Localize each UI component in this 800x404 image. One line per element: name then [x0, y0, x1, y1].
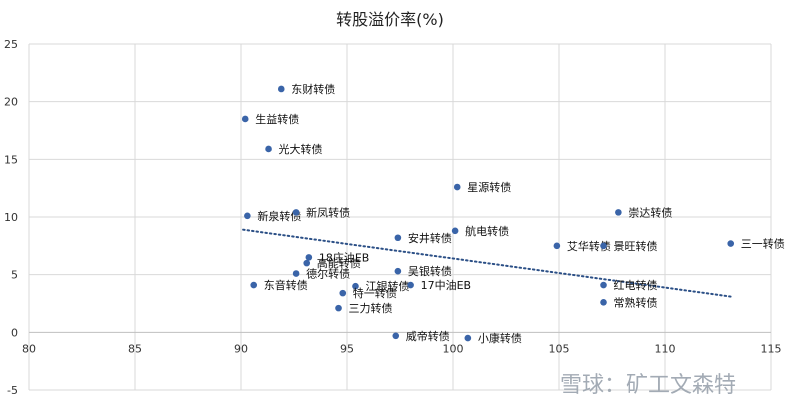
data-point: 常熟转债 [600, 295, 658, 309]
trendline-layer [242, 228, 732, 298]
point-label: 17中油EB [421, 278, 472, 292]
point-marker [303, 259, 311, 267]
point-label: 新泉转债 [257, 209, 301, 223]
point-marker [241, 115, 249, 123]
data-point: 景旺转债 [600, 239, 658, 253]
point-label: 三力转债 [349, 301, 393, 315]
point-label: 江银转债 [365, 279, 409, 293]
data-point: 新泉转债 [244, 209, 301, 223]
data-point: 17中油EB [407, 278, 471, 292]
point-label: 航电转债 [465, 224, 509, 238]
point-label: 威帝转债 [406, 329, 450, 343]
point-label: 18庄油EB [319, 250, 370, 264]
point-marker [244, 212, 251, 220]
data-point: 江银转债 [352, 279, 409, 293]
point-marker [394, 267, 402, 275]
point-marker [394, 234, 402, 242]
point-marker [250, 281, 258, 289]
y-tick-label: 10 [4, 211, 18, 224]
data-point: 艾华转债 [553, 239, 611, 253]
point-marker [600, 299, 607, 306]
point-label: 安井转债 [408, 231, 452, 245]
point-label: 景旺转债 [614, 239, 658, 253]
x-tick-label: 115 [761, 342, 782, 355]
x-tick-label: 110 [655, 342, 676, 355]
point-label: 小康转债 [478, 331, 522, 345]
x-tick-label: 90 [234, 342, 248, 355]
point-label: 三一转债 [741, 237, 785, 251]
point-marker [392, 332, 400, 340]
point-label: 星源转债 [467, 180, 511, 194]
chart-title: 转股溢价率(%) [336, 10, 444, 29]
point-label: 东音转债 [264, 278, 308, 292]
point-label: 新凤转债 [306, 205, 350, 219]
point-marker [600, 242, 607, 250]
point-marker [451, 227, 459, 235]
point-label: 常熟转债 [614, 295, 658, 309]
y-axis: -5 0 5 10 15 20 25 [4, 38, 18, 397]
data-point: 高能转债 [303, 256, 361, 270]
data-point: 三力转债 [335, 301, 393, 315]
x-tick-label: 95 [340, 342, 354, 355]
x-tick-label: 85 [128, 342, 142, 355]
data-point: 威帝转债 [392, 329, 450, 343]
data-point: 特一转债 [339, 286, 397, 300]
point-marker [553, 242, 561, 250]
point-label: 吴银转债 [408, 264, 452, 278]
data-point: 小康转债 [464, 331, 522, 345]
point-marker [335, 304, 342, 312]
x-tick-label: 105 [549, 342, 570, 355]
gridlines [28, 43, 772, 391]
point-label: 生益转债 [255, 112, 299, 126]
point-label: 崇达转债 [628, 205, 672, 219]
point-marker [277, 85, 285, 93]
point-marker [292, 270, 300, 277]
point-marker [600, 281, 607, 289]
data-point: 红电转债 [600, 278, 658, 292]
watermark-text: 雪球：矿工文森特 [560, 373, 736, 398]
x-tick-label: 100 [443, 342, 464, 355]
point-marker [339, 289, 347, 297]
point-label: 高能转债 [317, 256, 361, 270]
point-marker [615, 209, 622, 216]
point-marker [305, 254, 313, 261]
data-point: 东财转债 [277, 82, 335, 96]
data-point: 新凤转债 [292, 205, 350, 219]
data-point: 18庄油EB [305, 250, 370, 264]
data-point: 航电转债 [451, 224, 509, 238]
point-label: 特一转债 [353, 286, 397, 300]
point-marker [292, 209, 300, 216]
point-label: 光大转债 [279, 142, 323, 156]
data-point: 生益转债 [241, 112, 299, 126]
data-point: 崇达转债 [615, 205, 672, 219]
y-tick-label: 20 [4, 96, 18, 109]
point-label: 东财转债 [291, 82, 335, 96]
point-marker [464, 334, 472, 342]
y-tick-label: 5 [11, 269, 18, 282]
point-marker [407, 281, 414, 289]
data-point: 星源转债 [453, 180, 511, 194]
point-marker [265, 145, 272, 153]
y-tick-label: 15 [4, 153, 18, 166]
y-tick-label: 25 [4, 38, 18, 51]
data-point: 三一转债 [727, 237, 785, 251]
data-point: 光大转债 [265, 142, 323, 156]
point-label: 红电转债 [614, 278, 658, 292]
point-marker [453, 183, 461, 191]
point-label: 艾华转债 [567, 239, 611, 253]
data-point: 东音转债 [250, 278, 308, 292]
x-tick-label: 80 [22, 342, 36, 355]
data-point: 德尔转债 [292, 267, 350, 281]
trendline [242, 228, 732, 298]
y-tick-label: -5 [7, 384, 18, 397]
point-label: 德尔转债 [306, 267, 350, 281]
point-marker [727, 240, 735, 247]
point-marker [352, 282, 359, 290]
data-point: 安井转债 [394, 231, 452, 245]
x-axis: 80 85 90 95 100 105 110 115 [22, 342, 782, 355]
y-tick-label: 0 [11, 326, 18, 339]
data-point: 吴银转债 [394, 264, 452, 278]
